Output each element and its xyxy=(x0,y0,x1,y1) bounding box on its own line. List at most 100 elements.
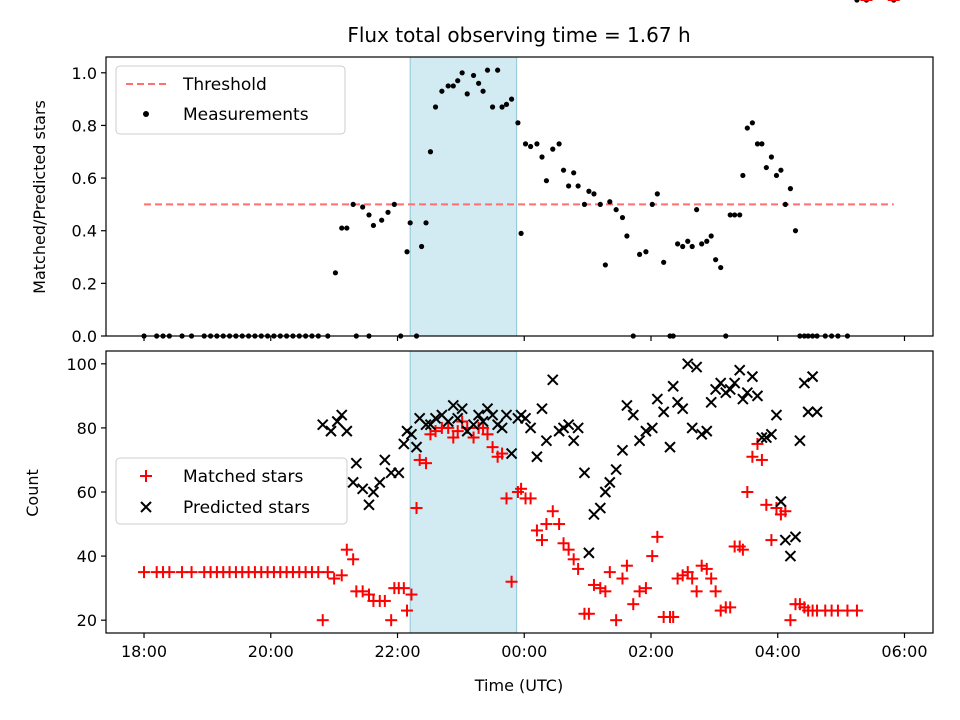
y-tick-label: 0.6 xyxy=(72,169,97,188)
y-tick-label: 0.2 xyxy=(72,274,97,293)
matched-star-point xyxy=(709,585,722,598)
predicted-star-point xyxy=(651,393,664,405)
measurement-point xyxy=(749,120,755,126)
measurement-point xyxy=(515,120,521,126)
chart-title: Flux total observing time = 1.67 h xyxy=(347,23,690,47)
measurement-point xyxy=(455,78,461,84)
legend-predicted-swatch xyxy=(140,501,152,513)
matched-star-point xyxy=(651,530,664,543)
matched-star-point xyxy=(340,543,353,556)
predicted-star-point xyxy=(765,428,778,441)
predicted-star-point xyxy=(496,422,508,434)
measurement-point xyxy=(636,251,643,258)
measurement-point xyxy=(539,154,545,160)
x-tick-label: 02:00 xyxy=(628,642,674,661)
predicted-star-point xyxy=(536,402,548,415)
matched-star-point xyxy=(582,607,595,620)
measurement-point xyxy=(661,259,667,265)
bottom-shaded-region xyxy=(409,350,518,634)
predicted-star-point xyxy=(784,550,797,562)
matched-star-point xyxy=(603,566,616,579)
matched-star-point xyxy=(686,572,699,585)
measurement-point xyxy=(773,172,780,179)
measurement-point xyxy=(385,209,391,215)
measurement-point xyxy=(708,233,714,239)
measurement-point xyxy=(689,243,695,250)
measurement-point xyxy=(740,172,746,179)
measurement-point xyxy=(699,241,705,247)
measurement-point xyxy=(571,170,577,176)
predicted-star-point xyxy=(442,415,454,428)
measurement-point xyxy=(694,207,700,213)
matched-star-point xyxy=(751,437,764,450)
predicted-star-point xyxy=(751,390,764,402)
measurement-point xyxy=(597,201,603,207)
legend-measurements-label: Measurements xyxy=(183,105,309,125)
measurement-point xyxy=(581,201,588,207)
predicted-star-point xyxy=(477,415,489,428)
matched-star-point xyxy=(356,585,369,598)
measurement-point xyxy=(744,125,750,131)
measurement-point xyxy=(550,146,556,152)
matched-star-point xyxy=(616,572,629,585)
x-tick-label: 18:00 xyxy=(121,642,167,661)
y-tick-label: 80 xyxy=(77,419,97,438)
bottom-axes-frame xyxy=(105,350,934,634)
matched-star-point xyxy=(477,421,490,434)
bottom-x-ticks: 18:00 20:00 22:00 00:00 02:00 04:00 06:00 xyxy=(121,633,928,661)
y-tick-label: 1.0 xyxy=(72,64,97,83)
predicted-star-point xyxy=(472,409,485,421)
measurement-point xyxy=(476,80,482,86)
measurement-point xyxy=(754,141,761,147)
predicted-star-point xyxy=(578,467,591,479)
predicted-star-point xyxy=(627,409,639,421)
matched-star-point xyxy=(765,534,778,547)
measurement-point xyxy=(624,233,630,239)
matched-star-point xyxy=(746,450,759,463)
y-tick-label: 60 xyxy=(77,483,97,502)
measurement-point xyxy=(763,164,769,171)
matched-star-point xyxy=(321,566,334,579)
predicted-star-point xyxy=(486,409,499,421)
predicted-star-point xyxy=(798,377,811,389)
top-axes-frame xyxy=(105,56,934,337)
measurement-point xyxy=(404,249,410,255)
predicted-star-point xyxy=(734,364,746,376)
predicted-star-point xyxy=(356,483,369,495)
measurement-point xyxy=(503,101,510,107)
matched-star-point xyxy=(779,505,792,518)
measurement-point xyxy=(350,201,356,207)
matched-star-point xyxy=(850,604,863,617)
measurement-point xyxy=(534,141,540,147)
matched-star-point xyxy=(610,614,623,627)
measurement-point xyxy=(675,241,681,247)
measurement-point xyxy=(575,183,581,189)
matched-star-point xyxy=(599,585,612,598)
matched-star-point xyxy=(557,537,570,550)
matched-star-point xyxy=(755,453,768,466)
matched-star-point xyxy=(535,534,548,547)
matched-star-point xyxy=(420,457,433,470)
predicted-star-point xyxy=(379,454,391,466)
measurement-point xyxy=(591,191,597,197)
predicted-star-point xyxy=(676,402,689,415)
predicted-star-point xyxy=(657,406,670,418)
measurement-point xyxy=(543,178,550,184)
measurement-point xyxy=(704,238,710,244)
matched-star-point xyxy=(784,614,797,627)
measurement-point xyxy=(792,228,799,234)
matched-star-point xyxy=(620,559,633,572)
measurement-point xyxy=(489,104,496,110)
top-legend: Threshold Measurements xyxy=(115,65,346,135)
predicted-star-point xyxy=(374,476,386,489)
matched-star-point xyxy=(496,447,509,460)
predicted-star-point xyxy=(802,406,814,418)
bottom-legend: Matched stars Predicted stars xyxy=(115,457,348,525)
predicted-star-point xyxy=(724,383,736,396)
matched-star-point xyxy=(540,518,553,531)
matched-star-point xyxy=(681,566,694,579)
measurement-point xyxy=(727,212,733,218)
measurement-point xyxy=(768,154,775,160)
predicted-star-point xyxy=(775,495,787,508)
